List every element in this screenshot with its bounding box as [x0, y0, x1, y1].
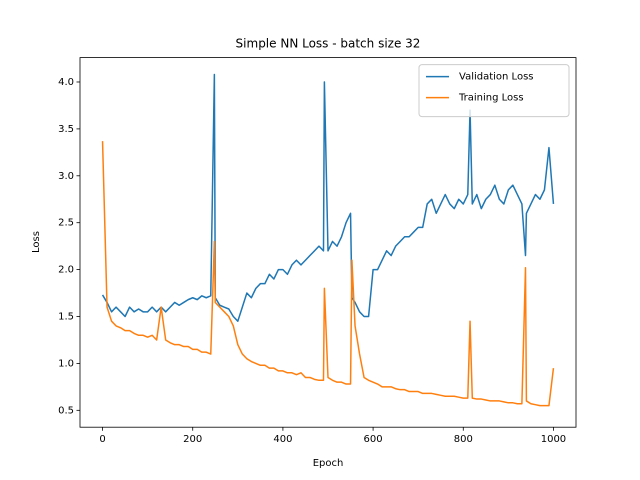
- y-tick-label: 3.0: [58, 171, 74, 182]
- y-axis-label: Loss: [31, 231, 42, 253]
- chart-title: Simple NN Loss - batch size 32: [236, 37, 421, 51]
- y-tick-label: 1.0: [58, 358, 74, 369]
- plot-frame: [79, 57, 577, 428]
- x-tick-label: 600: [364, 434, 383, 445]
- x-tick-label: 400: [273, 434, 292, 445]
- x-tick-label: 200: [183, 434, 202, 445]
- line-series: [101, 141, 555, 407]
- legend-label: Training Loss: [458, 93, 524, 104]
- x-tick-label: 1000: [541, 434, 566, 445]
- y-tick-label: 0.5: [58, 405, 74, 416]
- x-axis-label: Epoch: [313, 458, 344, 469]
- y-tick-label: 3.5: [58, 124, 74, 135]
- legend-label: Validation Loss: [459, 72, 534, 83]
- line-series: [101, 73, 555, 322]
- x-tick-label: 800: [454, 434, 473, 445]
- y-tick-label: 2.0: [58, 265, 74, 276]
- y-tick-label: 2.5: [58, 218, 74, 229]
- legend-box: [418, 64, 570, 118]
- y-tick-label: 4.0: [58, 77, 74, 88]
- x-tick-label: 0: [99, 434, 105, 445]
- y-tick-label: 1.5: [58, 312, 74, 323]
